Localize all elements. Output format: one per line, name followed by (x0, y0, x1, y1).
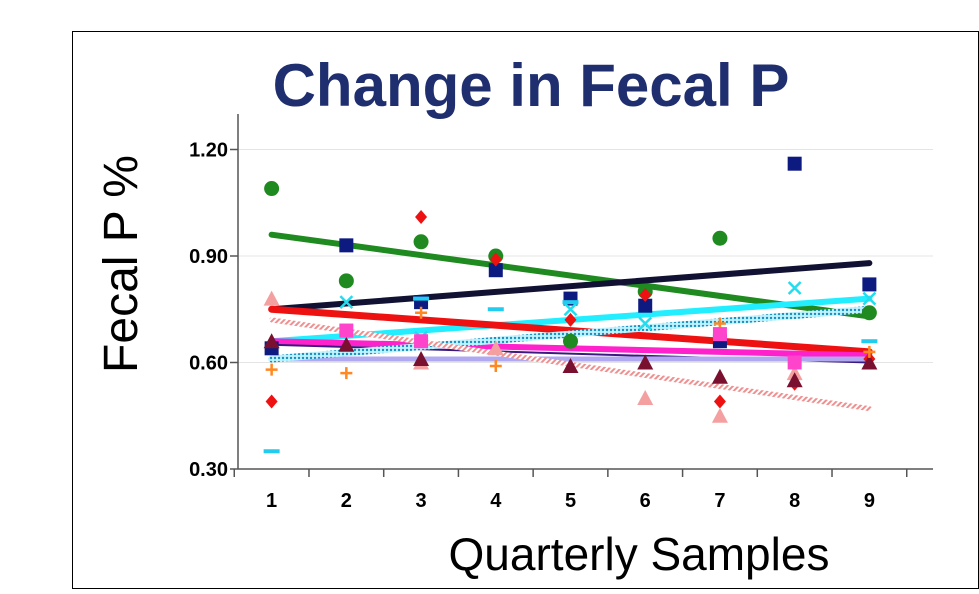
x-tick-label: 3 (415, 490, 426, 512)
data-point (562, 358, 579, 374)
x-tick-label: 9 (864, 490, 875, 512)
data-point (265, 394, 278, 409)
data-point (413, 296, 430, 301)
x-tick-label: 2 (341, 490, 352, 512)
data-point (862, 277, 877, 292)
data-point (863, 345, 876, 358)
x-tick-label: 1 (266, 490, 277, 512)
data-point (861, 339, 878, 344)
data-point (415, 209, 428, 224)
data-point (339, 323, 354, 338)
data-point (563, 333, 578, 349)
x-axis-label: Quarterly Samples (449, 528, 830, 580)
data-point (712, 230, 728, 246)
axes: 0.30 0.60 0.90 1.20 1 2 3 4 5 6 7 8 9 (189, 114, 933, 512)
data-point (414, 334, 429, 349)
y-axis-label: Fecal P % (95, 155, 148, 373)
data-point (339, 238, 354, 253)
x-tick-label: 7 (714, 490, 725, 512)
y-tick-label: 0.60 (189, 353, 228, 375)
data-point (713, 394, 726, 409)
data-point (338, 336, 355, 352)
chart-svg: Change in Fecal P 0.30 0.60 0.90 1.20 1 2 3 4 5 6… (95, 52, 933, 580)
data-point (488, 263, 503, 278)
trendline (268, 260, 873, 313)
data-point (861, 354, 878, 370)
y-tick-label: 0.90 (189, 246, 228, 268)
data-point (711, 368, 728, 384)
data-point (339, 295, 354, 310)
data-point (489, 360, 502, 373)
data-point (413, 350, 430, 366)
data-point (638, 298, 653, 313)
data-point (712, 327, 727, 342)
data-point (861, 305, 877, 321)
data-point (562, 300, 579, 305)
data-point (787, 355, 802, 370)
data-point (862, 291, 877, 306)
data-point (263, 449, 280, 454)
data-point (263, 290, 280, 306)
y-tick-label: 1.20 (189, 140, 228, 162)
data-point (340, 367, 353, 380)
data-point (413, 234, 429, 250)
data-points (263, 156, 878, 454)
x-tick-label: 6 (640, 490, 651, 512)
data-point (787, 281, 802, 295)
y-tick-label: 0.30 (189, 459, 228, 481)
data-point (638, 316, 653, 331)
data-point (487, 307, 504, 312)
x-tick-label: 4 (490, 490, 502, 512)
data-point (265, 363, 278, 376)
data-point (637, 354, 654, 370)
gridlines (238, 149, 933, 363)
chart-frame: Change in Fecal P 0.30 0.60 0.90 1.20 1 2 3 4 5 6… (72, 31, 979, 589)
data-point (639, 288, 652, 303)
data-point (264, 181, 280, 197)
trendline (268, 305, 873, 356)
data-point (786, 372, 803, 388)
data-point (487, 340, 504, 356)
x-tick-label: 8 (789, 490, 800, 512)
data-point (711, 407, 728, 423)
data-point (415, 306, 428, 319)
chart-title: Change in Fecal P (273, 52, 790, 119)
data-point (787, 156, 802, 171)
data-point (338, 273, 354, 289)
data-point (564, 312, 577, 327)
x-tick-label: 5 (565, 490, 576, 512)
data-point (637, 390, 654, 405)
data-point (563, 302, 578, 317)
data-point (263, 333, 280, 349)
